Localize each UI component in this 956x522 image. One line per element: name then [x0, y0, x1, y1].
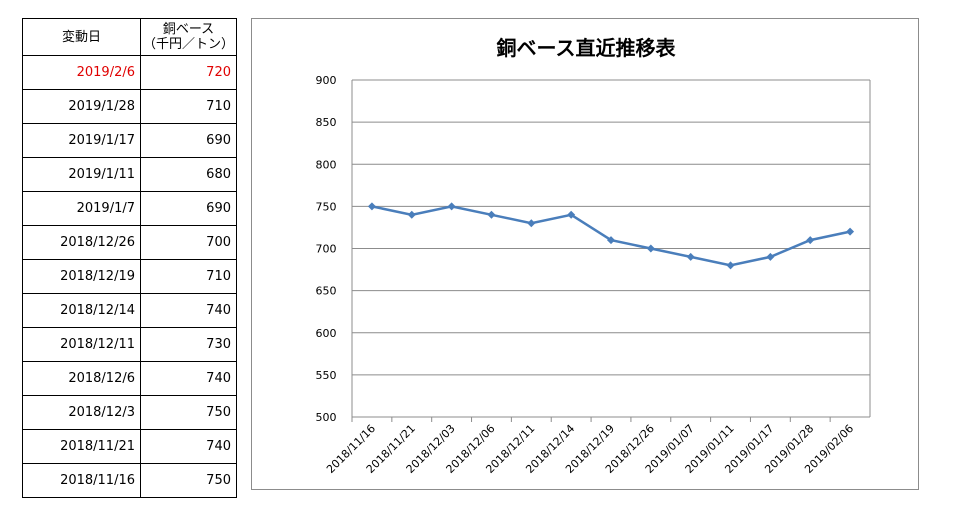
row-value: 700 [140, 225, 237, 260]
series-line [371, 205, 851, 267]
data-point-marker [447, 202, 456, 211]
table-row: 2018/11/21 740 [22, 429, 237, 464]
row-date: 2018/12/6 [22, 361, 141, 396]
row-date: 2018/12/19 [22, 259, 141, 294]
row-date: 2019/1/28 [22, 89, 141, 124]
y-tick-label: 650 [316, 285, 337, 298]
row-date: 2018/12/11 [22, 327, 141, 362]
row-date: 2018/12/14 [22, 293, 141, 328]
row-date: 2019/1/17 [22, 123, 141, 158]
data-point-marker [487, 210, 496, 219]
row-date: 2019/1/7 [22, 191, 141, 226]
row-value: 730 [140, 327, 237, 362]
data-point-marker [646, 244, 655, 253]
row-date: 2019/1/11 [22, 157, 141, 192]
chart-grid [351, 79, 871, 422]
row-value: 720 [140, 55, 237, 90]
table-body: 2019/2/6 720 2019/1/28 710 2019/1/17 690 2019/… [22, 55, 237, 498]
data-point-marker [726, 261, 735, 270]
y-tick-label: 500 [316, 411, 337, 424]
row-date: 2019/2/6 [22, 55, 141, 90]
row-date: 2018/12/26 [22, 225, 141, 260]
y-tick-label: 800 [316, 158, 337, 171]
row-date: 2018/11/16 [22, 463, 141, 498]
table-row: 2019/1/28 710 [22, 89, 237, 124]
row-value: 710 [140, 259, 237, 294]
table-row: 2019/1/7 690 [22, 191, 237, 226]
data-point-marker [806, 236, 815, 245]
row-value: 680 [140, 157, 237, 192]
data-point-marker [367, 202, 376, 211]
header-value-line1: 銅ベース [162, 22, 215, 37]
y-tick-label: 850 [316, 116, 337, 129]
table-row: 2018/11/16 750 [22, 463, 237, 498]
row-value: 750 [140, 463, 237, 498]
copper-base-table: 変動日 銅ベース （千円／トン） 2019/2/6 720 2019/1/28 710… [22, 18, 237, 498]
data-point-marker [846, 227, 855, 236]
header-value-line2: （千円／トン） [142, 37, 234, 52]
row-value: 690 [140, 123, 237, 158]
header-value: 銅ベース （千円／トン） [140, 18, 237, 56]
table-row: 2018/12/11 730 [22, 327, 237, 362]
chart-title: 銅ベース直近推移表 [497, 36, 677, 60]
table-row: 2018/12/3 750 [22, 395, 237, 430]
row-value: 690 [140, 191, 237, 226]
x-axis-ticks: 2018/11/162018/11/212018/12/032018/12/06… [324, 422, 856, 476]
table-row: 2018/12/26 700 [22, 225, 237, 260]
line-chart: 銅ベース直近推移表 500 550 600 650 700 750 800 850 900 20… [316, 36, 871, 476]
row-value: 750 [140, 395, 237, 430]
data-point-marker [686, 252, 695, 261]
table-row: 2019/2/6 720 [22, 55, 237, 90]
y-tick-label: 750 [316, 200, 337, 213]
table-row: 2019/1/17 690 [22, 123, 237, 158]
data-point-marker [407, 210, 416, 219]
y-axis-ticks: 500 550 600 650 700 750 800 850 900 [316, 74, 337, 424]
table-row: 2018/12/14 740 [22, 293, 237, 328]
y-tick-label: 700 [316, 243, 337, 256]
y-tick-label: 600 [316, 327, 337, 340]
table-row: 2018/12/19 710 [22, 259, 237, 294]
data-point-marker [766, 252, 775, 261]
table-row: 2018/12/6 740 [22, 361, 237, 396]
row-value: 710 [140, 89, 237, 124]
chart-area: 銅ベース直近推移表 500 550 600 650 700 750 800 850 900 20… [251, 18, 919, 490]
row-value: 740 [140, 361, 237, 396]
row-value: 740 [140, 429, 237, 464]
table-row: 2019/1/11 680 [22, 157, 237, 192]
data-point-marker [567, 210, 576, 219]
data-point-marker [607, 236, 615, 245]
row-date: 2018/12/3 [22, 395, 141, 430]
row-date: 2018/11/21 [22, 429, 141, 464]
data-point-marker [527, 219, 536, 228]
series-markers [367, 202, 855, 270]
y-tick-label: 550 [316, 369, 337, 382]
header-date: 変動日 [22, 18, 141, 56]
table-header-row: 変動日 銅ベース （千円／トン） [22, 18, 237, 56]
y-tick-label: 900 [316, 74, 337, 87]
row-value: 740 [140, 293, 237, 328]
